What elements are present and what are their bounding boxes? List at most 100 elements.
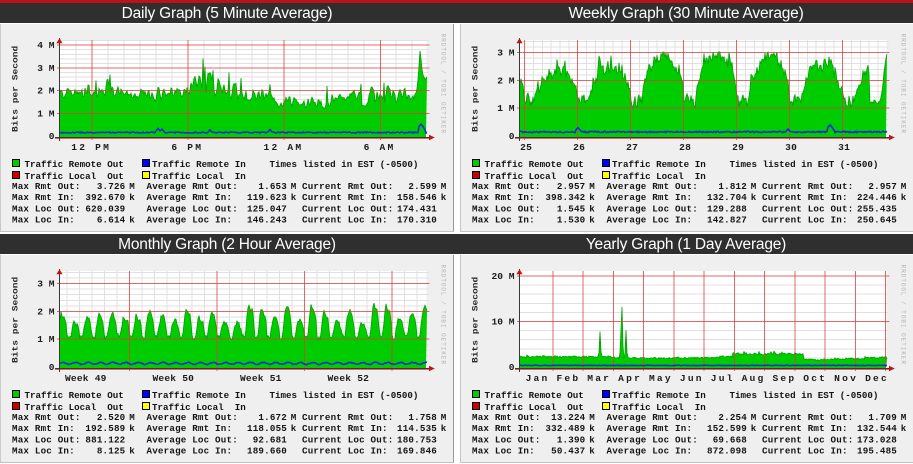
svg-text:Average Loc Out:: Average Loc Out:: [607, 203, 698, 214]
svg-text:k: k: [129, 192, 135, 203]
svg-text:69.668: 69.668: [713, 434, 748, 445]
svg-text:Max Loc In:: Max Loc In:: [472, 446, 535, 457]
svg-text:28: 28: [679, 142, 691, 153]
svg-text:Traffic Remote Out: Traffic Remote Out: [25, 159, 124, 170]
svg-text:Times listed in EST (-0500): Times listed in EST (-0500): [270, 159, 419, 170]
svg-text:Sep: Sep: [772, 373, 796, 384]
svg-text:Current Rmt Out:: Current Rmt Out:: [762, 181, 853, 192]
svg-text:192.589: 192.589: [85, 423, 125, 434]
svg-text:Current Loc In:: Current Loc In:: [762, 215, 848, 226]
svg-text:2 M: 2 M: [37, 306, 55, 317]
svg-text:Aug: Aug: [742, 373, 766, 384]
svg-text:M: M: [589, 181, 595, 192]
svg-text:Traffic Remote In: Traffic Remote In: [612, 390, 706, 401]
svg-text:Average Rmt Out:: Average Rmt Out:: [607, 412, 698, 423]
svg-text:Max Loc In:: Max Loc In:: [12, 215, 75, 226]
svg-text:0: 0: [509, 362, 515, 373]
svg-text:195.485: 195.485: [857, 446, 897, 457]
svg-text:RRDTOOL / TOBI OETIKER: RRDTOOL / TOBI OETIKER: [900, 34, 907, 134]
svg-text:50.437: 50.437: [551, 446, 585, 457]
svg-text:Jul: Jul: [711, 373, 735, 384]
svg-text:13.224: 13.224: [551, 412, 586, 423]
svg-text:k: k: [291, 423, 297, 434]
svg-text:12 AM: 12 AM: [264, 142, 304, 153]
svg-text:Max Loc Out:: Max Loc Out:: [12, 203, 81, 214]
svg-text:k: k: [589, 203, 595, 214]
svg-text:k: k: [751, 423, 757, 434]
svg-text:146.243: 146.243: [247, 215, 287, 226]
svg-text:2.599: 2.599: [408, 181, 437, 192]
svg-text:RRDTOOL / TOBI OETIKER: RRDTOOL / TOBI OETIKER: [440, 34, 447, 134]
svg-text:1.812: 1.812: [718, 181, 747, 192]
svg-text:Average Loc In:: Average Loc In:: [607, 215, 693, 226]
svg-text:1.758: 1.758: [408, 412, 437, 423]
svg-text:2.957: 2.957: [557, 181, 586, 192]
svg-text:k: k: [129, 423, 135, 434]
svg-text:Traffic Remote In: Traffic Remote In: [152, 390, 246, 401]
svg-text:Traffic Local In: Traffic Local In: [152, 171, 246, 182]
svg-text:30: 30: [785, 142, 797, 153]
svg-text:Max Rmt Out:: Max Rmt Out:: [12, 181, 81, 192]
svg-text:0: 0: [49, 131, 55, 142]
svg-text:M: M: [441, 181, 447, 192]
svg-text:189.660: 189.660: [247, 446, 287, 457]
svg-text:2 M: 2 M: [37, 86, 55, 97]
svg-text:Traffic Local Out: Traffic Local Out: [485, 171, 584, 182]
svg-text:k: k: [291, 192, 297, 203]
svg-text:2.520: 2.520: [97, 412, 126, 423]
svg-text:224.446: 224.446: [857, 192, 897, 203]
svg-text:Average Rmt In:: Average Rmt In:: [147, 192, 233, 203]
svg-text:Average Loc In:: Average Loc In:: [147, 215, 233, 226]
svg-text:118.055: 118.055: [247, 423, 287, 434]
svg-text:Current Rmt In:: Current Rmt In:: [302, 423, 388, 434]
svg-text:Current Rmt In:: Current Rmt In:: [302, 192, 388, 203]
svg-text:10 M: 10 M: [491, 317, 514, 328]
svg-text:Bits per Second: Bits per Second: [11, 277, 20, 363]
svg-text:Current Rmt Out:: Current Rmt Out:: [302, 181, 393, 192]
svg-text:Max Rmt In:: Max Rmt In:: [12, 192, 75, 203]
svg-text:Average Rmt In:: Average Rmt In:: [607, 192, 693, 203]
svg-text:169.846: 169.846: [397, 446, 437, 457]
svg-text:6 AM: 6 AM: [364, 142, 396, 153]
svg-text:1.545: 1.545: [557, 203, 586, 214]
svg-text:M: M: [751, 412, 757, 423]
svg-text:152.599: 152.599: [707, 423, 747, 434]
svg-text:k: k: [589, 446, 595, 457]
svg-text:Max Loc In:: Max Loc In:: [472, 215, 535, 226]
svg-text:Traffic Local Out: Traffic Local Out: [485, 402, 584, 413]
svg-text:M: M: [291, 412, 297, 423]
svg-text:k: k: [589, 215, 595, 226]
svg-text:Max Rmt In:: Max Rmt In:: [472, 192, 535, 203]
svg-text:Current Loc In:: Current Loc In:: [302, 446, 388, 457]
svg-text:Current Loc Out:: Current Loc Out:: [762, 434, 853, 445]
svg-text:k: k: [441, 423, 447, 434]
svg-text:170.310: 170.310: [397, 215, 437, 226]
svg-text:2.254: 2.254: [718, 412, 747, 423]
svg-text:1 M: 1 M: [37, 108, 55, 119]
svg-text:Bits per Second: Bits per Second: [11, 46, 20, 132]
svg-text:Jun: Jun: [680, 373, 704, 384]
svg-text:Week 51: Week 51: [240, 373, 282, 384]
svg-text:Max Loc In:: Max Loc In:: [12, 446, 75, 457]
svg-text:k: k: [589, 434, 595, 445]
svg-text:M: M: [901, 181, 907, 192]
svg-text:Current Rmt Out:: Current Rmt Out:: [762, 412, 853, 423]
svg-text:Traffic Remote In: Traffic Remote In: [152, 159, 246, 170]
svg-text:Max Rmt Out:: Max Rmt Out:: [472, 181, 541, 192]
svg-text:Current Loc Out:: Current Loc Out:: [302, 434, 393, 445]
svg-text:0: 0: [49, 362, 55, 373]
svg-text:k: k: [901, 423, 907, 434]
svg-text:Apr: Apr: [618, 373, 642, 384]
svg-text:k: k: [589, 423, 595, 434]
svg-text:Max Rmt In:: Max Rmt In:: [472, 423, 535, 434]
svg-text:Traffic Remote Out: Traffic Remote Out: [485, 390, 584, 401]
svg-text:Average Loc Out:: Average Loc Out:: [607, 434, 698, 445]
svg-text:Average Rmt In:: Average Rmt In:: [607, 423, 693, 434]
svg-text:M: M: [441, 412, 447, 423]
svg-text:20 M: 20 M: [491, 271, 514, 282]
svg-text:k: k: [441, 192, 447, 203]
svg-text:29: 29: [732, 142, 744, 153]
svg-text:1.709: 1.709: [868, 412, 897, 423]
svg-text:RRDTOOL / TOBI OETIKER: RRDTOOL / TOBI OETIKER: [440, 265, 447, 365]
svg-text:132.544: 132.544: [857, 423, 897, 434]
